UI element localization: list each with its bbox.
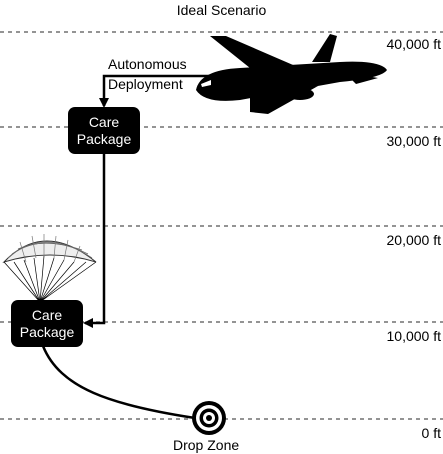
- care-package-top-line2: Package: [77, 131, 131, 148]
- target-icon: [192, 401, 226, 435]
- deployment-label-line2: Deployment: [108, 76, 183, 92]
- parachute-icon: [4, 234, 96, 302]
- care-package-bottom-line1: Care: [32, 307, 62, 324]
- care-package-bottom-line2: Package: [20, 324, 74, 341]
- diagram-title: Ideal Scenario: [0, 2, 443, 18]
- descent-arrow: [85, 154, 104, 323]
- care-package-bottom: Care Package: [11, 300, 83, 347]
- altitude-label-20000: 20,000 ft: [387, 232, 442, 248]
- care-package-top-line1: Care: [89, 114, 119, 131]
- drop-zone-label: Drop Zone: [173, 437, 239, 453]
- airplane-icon: [196, 34, 387, 114]
- altitude-label-0: 0 ft: [422, 425, 441, 441]
- deployment-label-line1: Autonomous: [108, 56, 187, 72]
- altitude-label-10000: 10,000 ft: [387, 328, 442, 344]
- altitude-label-40000: 40,000 ft: [387, 36, 442, 52]
- care-package-top: Care Package: [68, 107, 140, 154]
- altitude-label-30000: 30,000 ft: [387, 133, 442, 149]
- glide-path: [43, 346, 195, 418]
